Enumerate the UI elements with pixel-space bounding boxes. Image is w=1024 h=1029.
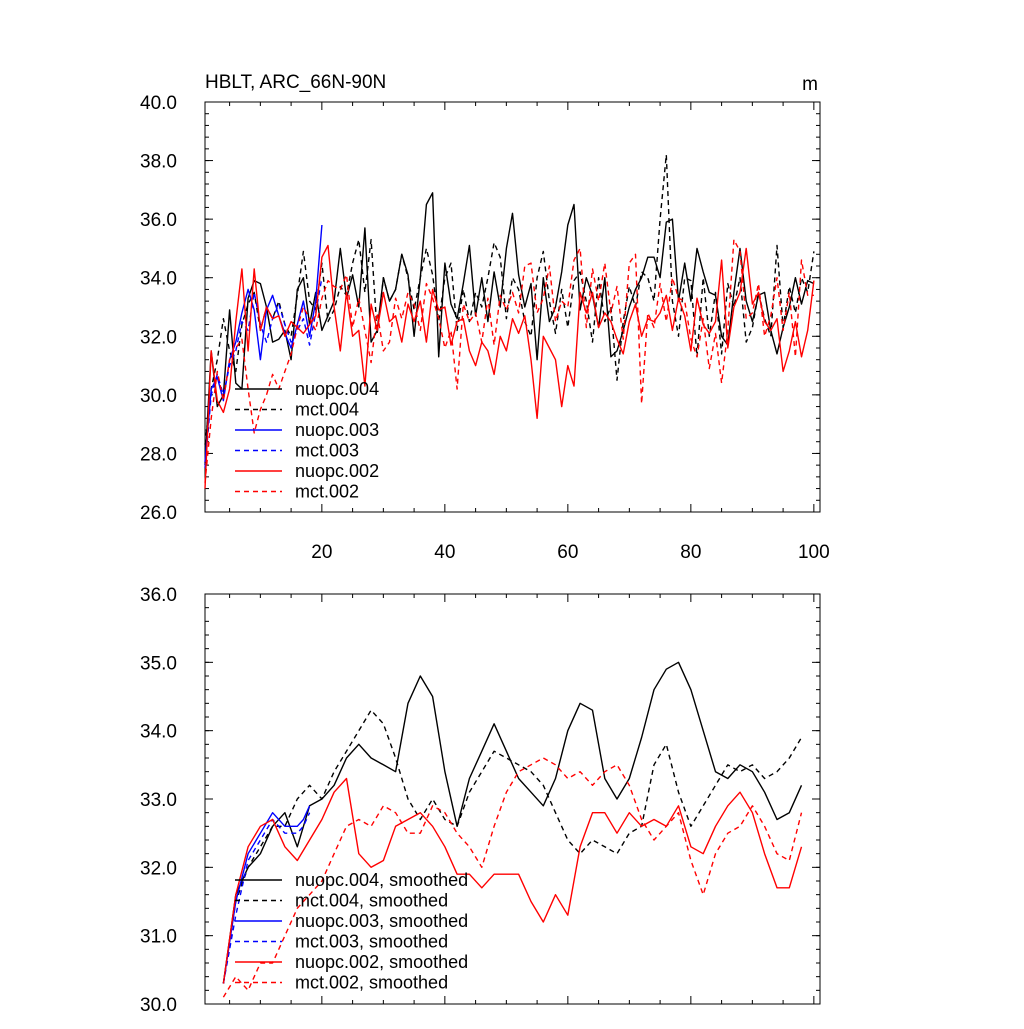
series-line-nuopc-002 <box>204 244 815 489</box>
x-tick-label: 20 <box>311 542 332 563</box>
y-tick-label: 30.0 <box>140 995 177 1016</box>
legend-label: mct.004, smoothed <box>295 891 448 911</box>
series-line-mct-004 <box>204 153 815 445</box>
series-line-nuopc-004 <box>204 192 815 466</box>
series-line-mct-002 <box>204 238 814 483</box>
y-tick-label: 36.0 <box>140 585 177 606</box>
series-line-nuopc-003-smoothed <box>222 805 311 984</box>
y-tick-label: 40.0 <box>140 93 177 114</box>
series-line-mct-004-smoothed <box>222 709 803 984</box>
y-tick-label: 34.0 <box>140 269 177 290</box>
legend-label: nuopc.002 <box>295 461 379 481</box>
y-tick-label: 31.0 <box>140 927 177 948</box>
x-tick-label: 40 <box>434 542 455 563</box>
top-panel: 26.0 28.0 30.0 32.0 34.0 36.0 38.0 40.0 20 40 60 80… <box>140 72 830 563</box>
x-tick-label: 100 <box>798 542 830 563</box>
legend-label: mct.003 <box>295 441 359 461</box>
legend-label: nuopc.003, smoothed <box>295 911 468 931</box>
units-label: m <box>802 74 818 95</box>
series-line-nuopc-002-smoothed <box>222 777 803 984</box>
y-tick-label: 30.0 <box>140 386 177 407</box>
series-line-mct-002-smoothed <box>222 757 803 998</box>
y-tick-label: 38.0 <box>140 152 177 173</box>
legend-label: nuopc.002, smoothed <box>295 952 468 972</box>
legend-label: nuopc.003 <box>295 420 379 440</box>
plot-frame <box>204 101 821 513</box>
bottom-panel: 30.0 31.0 32.0 33.0 34.0 35.0 36.0 nuopc.004, s… <box>140 585 821 1016</box>
y-tick-label: 35.0 <box>140 653 177 674</box>
y-tick-label: 36.0 <box>140 210 177 231</box>
y-tick-label: 32.0 <box>140 327 177 348</box>
series-line-mct-003 <box>204 277 323 469</box>
x-tick-label: 60 <box>557 542 578 563</box>
y-tick-label: 26.0 <box>140 503 177 524</box>
series-line-nuopc-004-smoothed <box>222 661 803 984</box>
legend-label: mct.002, smoothed <box>295 973 448 993</box>
legend-label: mct.003, smoothed <box>295 932 448 952</box>
y-tick-label: 34.0 <box>140 722 177 743</box>
legend-label: mct.004 <box>295 400 359 420</box>
x-tick-label: 80 <box>680 542 701 563</box>
legend-label: nuopc.004, smoothed <box>295 870 468 890</box>
y-tick-label: 33.0 <box>140 790 177 811</box>
y-tick-label: 32.0 <box>140 858 177 879</box>
y-tick-label: 28.0 <box>140 444 177 465</box>
chart-title: HBLT, ARC_66N-90N <box>205 72 386 93</box>
legend-label: nuopc.004 <box>295 379 379 399</box>
legend-label: mct.002 <box>295 482 359 502</box>
